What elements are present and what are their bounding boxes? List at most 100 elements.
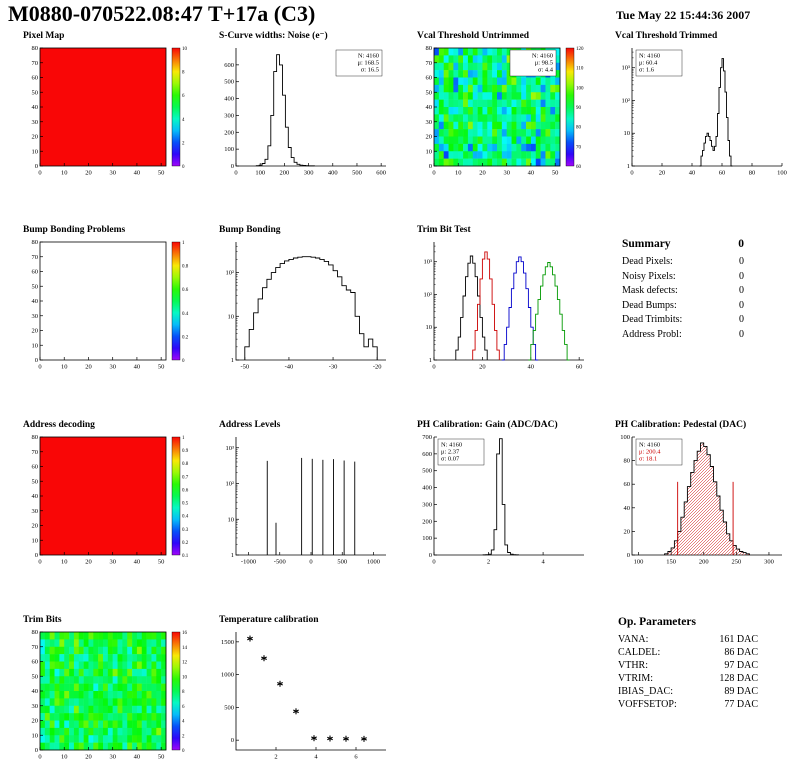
- svg-text:70: 70: [32, 254, 39, 261]
- chart-title: Trim Bit Test: [417, 225, 471, 235]
- svg-text:8: 8: [182, 690, 185, 695]
- parameter-value: 0: [739, 328, 744, 340]
- svg-text:40: 40: [689, 170, 696, 177]
- svg-text:50: 50: [552, 170, 559, 177]
- svg-text:σ: 18.1: σ: 18.1: [639, 456, 657, 463]
- svg-text:600: 600: [422, 451, 432, 458]
- svg-text:σ: 4.4: σ: 4.4: [538, 67, 554, 74]
- svg-text:60: 60: [576, 165, 582, 170]
- svg-text:40: 40: [134, 170, 141, 177]
- svg-text:20: 20: [85, 170, 92, 177]
- svg-text:1: 1: [231, 552, 234, 559]
- svg-text:0: 0: [234, 170, 237, 177]
- svg-text:20: 20: [426, 134, 433, 141]
- svg-text:0: 0: [429, 163, 432, 170]
- svg-text:40: 40: [32, 688, 39, 695]
- panel-ph-gain: PH Calibration: Gain (ADC/DAC) 0 2 4 0 100 20…: [404, 419, 596, 577]
- panel-temperature-calibration: Temperature calibration 2 4 6 0 500 1000 1500: [206, 614, 398, 772]
- svg-text:0: 0: [38, 559, 41, 566]
- chart-title: S-Curve widths: Noise (e⁻): [219, 31, 328, 41]
- svg-text:0: 0: [432, 364, 435, 371]
- svg-text:0.9: 0.9: [182, 449, 189, 454]
- svg-text:0: 0: [182, 359, 185, 364]
- svg-text:70: 70: [576, 145, 582, 150]
- svg-text:10³: 10³: [424, 259, 433, 266]
- chart-title: Bump Bonding: [219, 225, 281, 235]
- svg-text:-20: -20: [373, 364, 382, 371]
- svg-text:30: 30: [503, 170, 510, 177]
- svg-text:0.5: 0.5: [182, 502, 189, 507]
- svg-text:80: 80: [32, 239, 39, 246]
- op-parameters-panel: Op. Parameters VANA: 161 DAC CALDEL: 86 DAC…: [618, 616, 758, 711]
- chart-title: PH Calibration: Pedestal (DAC): [615, 420, 747, 430]
- svg-text:10: 10: [61, 170, 68, 177]
- svg-text:50: 50: [426, 89, 433, 96]
- chart-title: Temperature calibration: [219, 615, 319, 625]
- svg-text:0: 0: [35, 552, 38, 559]
- svg-text:0.6: 0.6: [182, 288, 189, 293]
- parameter-label: VOFFSETOP:: [618, 699, 677, 710]
- svg-text:2: 2: [274, 754, 277, 761]
- address-levels-histogram: -1000 -500 0 500 1000 1 10 10² 10³: [226, 437, 386, 566]
- svg-text:0: 0: [309, 559, 312, 566]
- svg-text:50: 50: [158, 170, 165, 177]
- svg-text:40: 40: [134, 559, 141, 566]
- chart-title: Vcal Threshold Untrimmed: [417, 31, 530, 41]
- svg-text:70: 70: [32, 60, 39, 67]
- temperature-calibration-scatter: 2 4 6 0 500 1000 1500: [221, 632, 386, 761]
- svg-text:10: 10: [228, 313, 235, 320]
- svg-text:6: 6: [182, 705, 185, 710]
- panel-pixel-map: Pixel Map 0 10 20 30 40 50 0 10 20 30 40 50 60 70 80 10…: [10, 30, 202, 188]
- svg-text:-50: -50: [240, 364, 249, 371]
- svg-text:60: 60: [426, 75, 433, 82]
- svg-text:4: 4: [541, 559, 545, 566]
- svg-text:600: 600: [224, 62, 234, 69]
- svg-text:200: 200: [699, 559, 709, 566]
- svg-text:50: 50: [32, 283, 39, 290]
- svg-text:0: 0: [432, 170, 435, 177]
- svg-text:100: 100: [777, 170, 787, 177]
- svg-text:N: 4160: N: 4160: [532, 53, 553, 60]
- panel-bump-bonding: Bump Bonding -50 -40 -30 -20 1 10 10²: [206, 224, 398, 382]
- svg-text:30: 30: [109, 754, 116, 761]
- page-title: M0880-070522.08:47 T+17a (C3): [8, 1, 316, 26]
- svg-text:300: 300: [304, 170, 314, 177]
- svg-text:4: 4: [182, 118, 185, 123]
- svg-text:200: 200: [422, 518, 432, 525]
- parameter-row: VTHR: 97 DAC: [618, 659, 758, 672]
- svg-text:10: 10: [182, 47, 188, 52]
- svg-text:400: 400: [224, 96, 234, 103]
- panel-vcal-untrimmed: Vcal Threshold Untrimmed 0 10 20 30 40 50 0 10 2…: [404, 30, 596, 188]
- parameter-label: Mask defects:: [622, 285, 678, 296]
- chart-title: Pixel Map: [23, 31, 65, 41]
- svg-text:σ: 16.5: σ: 16.5: [361, 67, 379, 74]
- svg-text:16: 16: [182, 631, 188, 636]
- panel-address-levels: Address Levels -1000 -500 0 500 1000 1 10 10² 10…: [206, 419, 398, 577]
- parameter-row: VOFFSETOP: 77 DAC: [618, 698, 758, 711]
- svg-text:60: 60: [32, 659, 39, 666]
- svg-text:0: 0: [182, 749, 185, 754]
- svg-text:0: 0: [38, 754, 41, 761]
- parameter-row: CALDEL: 86 DAC: [618, 646, 758, 659]
- parameter-label: Dead Trimbits:: [622, 314, 683, 325]
- svg-text:20: 20: [624, 528, 631, 535]
- parameter-row: VANA: 161 DAC: [618, 633, 758, 646]
- svg-text:10: 10: [32, 342, 39, 349]
- parameter-value: 128 DAC: [719, 673, 758, 684]
- svg-text:30: 30: [32, 508, 39, 515]
- svg-text:120: 120: [576, 47, 584, 52]
- svg-text:0: 0: [429, 552, 432, 559]
- panel-address-decoding: Address decoding 0 10 20 30 40 50 0 10 20 30 40 50 6…: [10, 419, 202, 577]
- svg-text:0: 0: [231, 163, 234, 170]
- svg-text:0: 0: [432, 559, 435, 566]
- chart-title: Address Levels: [219, 420, 281, 430]
- svg-text:10³: 10³: [622, 65, 631, 72]
- panel-scurve-noise: S-Curve widths: Noise (e⁻) 0 100 200 300 400…: [206, 30, 398, 188]
- svg-text:0.2: 0.2: [182, 541, 189, 546]
- svg-text:50: 50: [158, 364, 165, 371]
- svg-text:30: 30: [32, 119, 39, 126]
- parameter-row: Dead Bumps: 0: [622, 299, 744, 314]
